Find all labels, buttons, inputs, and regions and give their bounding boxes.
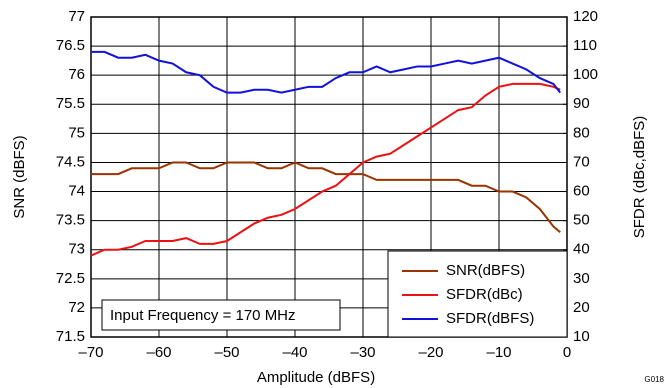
x-tick-label: –30 <box>350 344 375 361</box>
y2-tick-label: 20 <box>573 299 590 316</box>
y2-tick-label: 50 <box>573 212 590 229</box>
y-tick-label: 72.5 <box>56 270 85 287</box>
x-tick-label: –60 <box>146 344 171 361</box>
annotation-box <box>101 299 341 331</box>
figure-id: G018 <box>644 375 664 384</box>
legend-label: SNR(dBFS) <box>446 262 525 279</box>
y-tick-label: 74.5 <box>56 153 85 170</box>
y-tick-label: 71.5 <box>56 328 85 345</box>
y-tick-label: 76.5 <box>56 37 85 54</box>
y2-tick-label: 40 <box>573 241 590 258</box>
y-tick-label: 75 <box>68 124 85 141</box>
series-line <box>91 161 561 234</box>
legend-label: SFDR(dBc) <box>446 286 523 303</box>
y2-tick-label: 10 <box>573 328 590 345</box>
x-tick-label: –50 <box>214 344 239 361</box>
y-tick-label: 76 <box>68 66 85 83</box>
y2-tick-label: 120 <box>573 8 598 25</box>
y-tick-label: 73.5 <box>56 212 85 229</box>
y-tick-label: 72 <box>68 299 85 316</box>
y2-tick-label: 30 <box>573 270 590 287</box>
y2-tick-label: 60 <box>573 183 590 200</box>
y2-axis-label: SFDR (dBc,dBFS) <box>631 116 648 239</box>
x-tick-label: –70 <box>78 344 103 361</box>
y-tick-label: 75.5 <box>56 95 85 112</box>
y2-tick-label: 70 <box>573 153 590 170</box>
y2-tick-label: 80 <box>573 124 590 141</box>
y2-tick-label: 90 <box>573 95 590 112</box>
series-line <box>90 82 561 257</box>
plot-border <box>90 16 568 338</box>
series-line <box>91 50 561 94</box>
annotation: Input Frequency = 170 MHz <box>110 307 296 324</box>
x-tick-label: –20 <box>418 344 443 361</box>
y-axis-label: SNR (dBFS) <box>11 135 28 218</box>
x-tick-label: 0 <box>563 344 571 361</box>
x-axis-label: Amplitude (dBFS) <box>257 369 375 386</box>
x-tick-label: –40 <box>282 344 307 361</box>
y2-tick-label: 110 <box>573 37 597 54</box>
x-tick-label: –10 <box>486 344 511 361</box>
legend-label: SFDR(dBFS) <box>446 310 534 327</box>
y2-tick-label: 100 <box>573 66 598 83</box>
y-tick-label: 74 <box>68 183 85 200</box>
y-tick-label: 73 <box>68 241 85 258</box>
y-tick-label: 77 <box>68 8 85 25</box>
